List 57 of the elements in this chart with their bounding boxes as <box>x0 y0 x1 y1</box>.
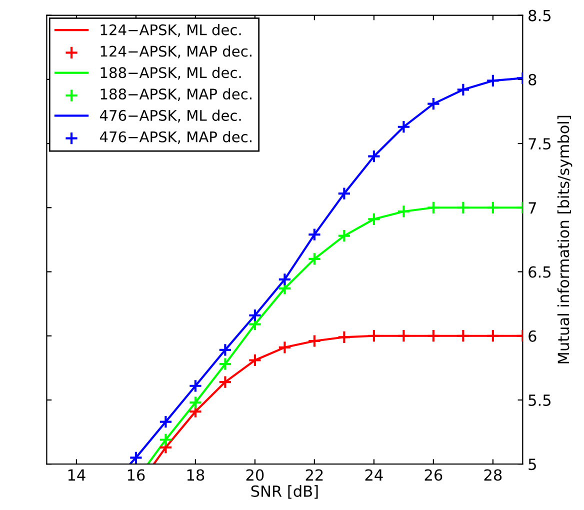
legend-label: 124−APSK, ML dec. <box>100 24 241 37</box>
point <box>188 379 202 393</box>
point <box>367 212 381 226</box>
point <box>456 329 470 343</box>
y-tick-label: 8.5 <box>528 10 551 22</box>
point <box>248 308 262 322</box>
x-tick-label: 16 <box>128 469 145 481</box>
y-tick-label: 6 <box>528 330 536 342</box>
point <box>337 186 352 200</box>
point <box>218 375 232 389</box>
x-tick-label: 18 <box>187 469 204 481</box>
x-tick-label: 26 <box>424 469 442 481</box>
point <box>396 120 411 134</box>
y-tick-label: 5.5 <box>528 394 551 406</box>
point <box>248 353 262 368</box>
point <box>486 200 500 214</box>
x-axis-title: SNR [dB] <box>251 485 318 499</box>
point <box>426 329 440 343</box>
point <box>278 272 292 286</box>
point <box>486 74 500 88</box>
point <box>396 329 411 343</box>
point <box>218 357 232 371</box>
point <box>337 330 352 344</box>
y-tick-label: 5 <box>528 458 536 470</box>
point <box>188 396 202 410</box>
y-tick-label: 8 <box>528 74 536 86</box>
point <box>396 204 411 218</box>
point <box>456 200 470 214</box>
point <box>367 149 381 164</box>
point <box>158 432 173 447</box>
legend-label: 476−APSK, MAP dec. <box>100 131 252 144</box>
point <box>308 252 322 266</box>
y-tick-label: 6.5 <box>528 266 551 278</box>
x-tick-label: 14 <box>68 469 86 481</box>
legend-label: 124−APSK, MAP dec. <box>100 45 252 58</box>
x-tick-label: 22 <box>306 469 323 481</box>
point <box>218 343 232 357</box>
point <box>337 229 352 243</box>
y-tick-label: 7.5 <box>528 138 551 150</box>
point <box>456 82 470 97</box>
x-tick-label: 20 <box>246 469 264 481</box>
point <box>486 329 500 343</box>
point <box>308 334 322 348</box>
legend-label: 476−APSK, ML dec. <box>100 110 241 122</box>
point <box>367 329 381 343</box>
point <box>278 340 292 354</box>
legend-label: 188−APSK, ML dec. <box>100 66 241 80</box>
legend-label: 188−APSK, MAP dec. <box>100 88 252 102</box>
y-axis-title: Mutual information [bits/symbol] <box>557 116 572 364</box>
point <box>426 200 440 214</box>
point <box>426 96 440 111</box>
point <box>158 414 173 429</box>
x-tick-label: 24 <box>365 469 383 481</box>
point <box>308 228 322 242</box>
y-tick-label: 7 <box>528 202 536 214</box>
point <box>129 450 143 464</box>
x-tick-label: 28 <box>484 469 502 481</box>
